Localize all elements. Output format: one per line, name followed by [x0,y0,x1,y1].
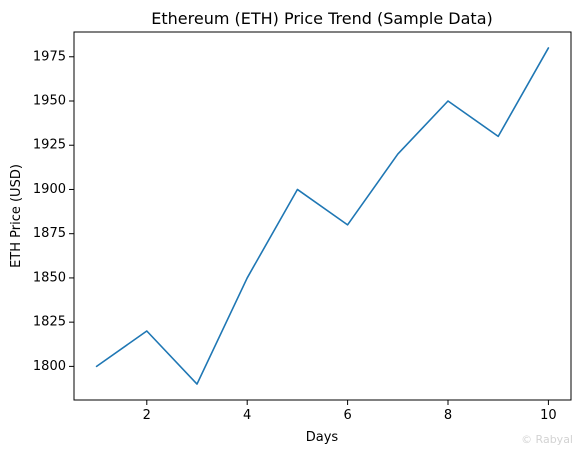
x-axis-ticks: 2 4 6 8 10 [143,400,557,423]
y-tick-label: 1800 [33,359,66,374]
y-tick-label: 1850 [33,270,66,285]
y-tick-label: 1925 [33,138,66,153]
y-tick-label: 1875 [33,226,66,241]
x-tick-label: 8 [444,408,452,423]
chart-title: Ethereum (ETH) Price Trend (Sample Data) [151,9,493,28]
y-axis-label: ETH Price (USD) [9,164,24,268]
series-line-eth-price [95,47,550,385]
plot-area: 1800 1825 1850 1875 1900 1925 1950 1975 2 4 6 8 10 [33,31,572,423]
x-axis-label: Days [306,430,339,445]
x-tick-label: 4 [243,408,251,423]
x-tick-label: 2 [143,408,151,423]
y-tick-label: 1900 [33,182,66,197]
watermark-text: © Rabyal [521,433,573,446]
x-tick-label: 6 [343,408,351,423]
y-tick-label: 1950 [33,94,66,109]
plot-frame [73,31,572,401]
y-tick-label: 1975 [33,49,66,64]
y-tick-label: 1825 [33,315,66,330]
y-axis-ticks: 1800 1825 1850 1875 1900 1925 1950 1975 [33,49,74,374]
x-tick-label: 10 [540,408,557,423]
